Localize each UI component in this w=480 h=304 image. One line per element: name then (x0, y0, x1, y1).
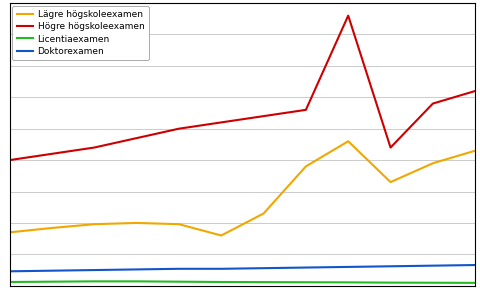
Högre högskoleexamen (345, 14, 351, 17)
Doktorexamen (134, 268, 140, 271)
Lägre högskoleexamen (91, 222, 97, 226)
Doktorexamen (49, 269, 55, 272)
Licentiaexamen (430, 281, 436, 285)
Högre högskoleexamen (7, 158, 12, 162)
Lägre högskoleexamen (261, 212, 266, 215)
Högre högskoleexamen (388, 146, 394, 149)
Doktorexamen (91, 268, 97, 272)
Högre högskoleexamen (218, 121, 224, 124)
Line: Doktorexamen: Doktorexamen (10, 265, 475, 271)
Lägre högskoleexamen (472, 149, 478, 153)
Högre högskoleexamen (176, 127, 182, 130)
Högre högskoleexamen (430, 102, 436, 105)
Licentiaexamen (303, 280, 309, 284)
Doktorexamen (261, 266, 266, 270)
Högre högskoleexamen (261, 114, 266, 118)
Licentiaexamen (91, 280, 97, 283)
Legend: Lägre högskoleexamen, Högre högskoleexamen, Licentiaexamen, Doktorexamen: Lägre högskoleexamen, Högre högskoleexam… (12, 6, 149, 60)
Licentiaexamen (134, 280, 140, 283)
Licentiaexamen (261, 280, 266, 284)
Lägre högskoleexamen (218, 234, 224, 237)
Lägre högskoleexamen (303, 164, 309, 168)
Lägre högskoleexamen (430, 161, 436, 165)
Högre högskoleexamen (49, 152, 55, 156)
Licentiaexamen (176, 280, 182, 284)
Licentiaexamen (472, 281, 478, 285)
Doktorexamen (472, 263, 478, 267)
Licentiaexamen (345, 281, 351, 284)
Lägre högskoleexamen (49, 226, 55, 230)
Lägre högskoleexamen (345, 140, 351, 143)
Doktorexamen (388, 264, 394, 268)
Högre högskoleexamen (91, 146, 97, 149)
Doktorexamen (176, 267, 182, 271)
Högre högskoleexamen (303, 108, 309, 112)
Line: Lägre högskoleexamen: Lägre högskoleexamen (10, 141, 475, 236)
Licentiaexamen (388, 281, 394, 285)
Doktorexamen (7, 269, 12, 273)
Högre högskoleexamen (134, 136, 140, 140)
Doktorexamen (430, 264, 436, 268)
Lägre högskoleexamen (134, 221, 140, 225)
Lägre högskoleexamen (7, 230, 12, 234)
Line: Licentiaexamen: Licentiaexamen (10, 282, 475, 283)
Lägre högskoleexamen (176, 222, 182, 226)
Licentiaexamen (49, 280, 55, 284)
Doktorexamen (345, 265, 351, 269)
Licentiaexamen (218, 280, 224, 284)
Line: Högre högskoleexamen: Högre högskoleexamen (10, 16, 475, 160)
Högre högskoleexamen (472, 89, 478, 93)
Lägre högskoleexamen (388, 180, 394, 184)
Doktorexamen (303, 266, 309, 269)
Doktorexamen (218, 267, 224, 271)
Licentiaexamen (7, 280, 12, 284)
